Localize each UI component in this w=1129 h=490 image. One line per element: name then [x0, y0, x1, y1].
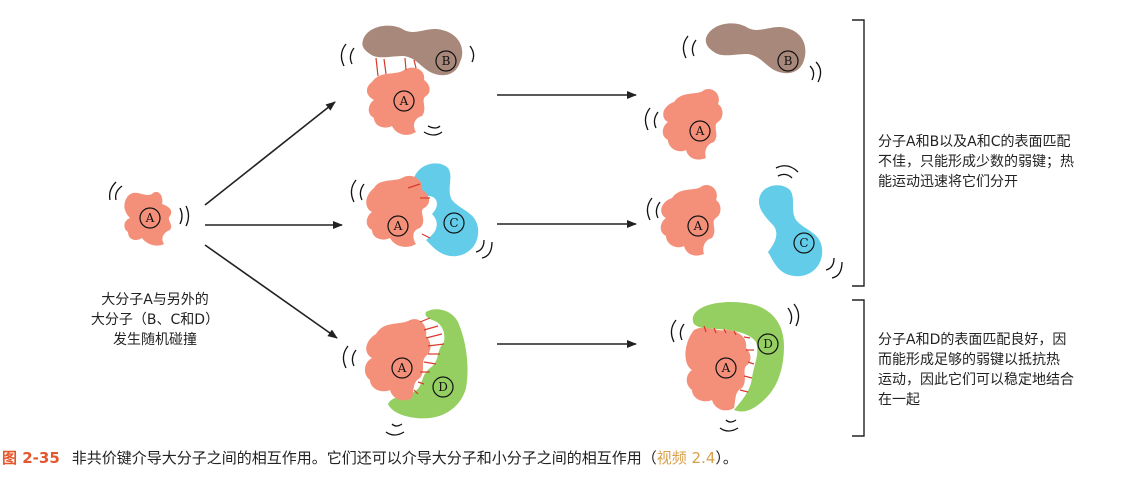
- arrow-to-ab: [204, 101, 336, 206]
- group1-description: 分子A和B以及A和C的表面匹配 不佳，只能形成少数的弱键；热 能运动迅速将它们分…: [878, 132, 1118, 192]
- molecule-a-shape: [685, 327, 751, 411]
- molecule-d-label: D: [438, 380, 448, 394]
- caption-text: 非共价键介导大分子之间的相互作用。它们还可以介导大分子和小分子之间的相互作用（: [71, 449, 657, 467]
- molecule-a-label: A: [145, 211, 155, 225]
- molecule-a-label: A: [693, 219, 703, 233]
- molecule-c-label: C: [449, 216, 458, 230]
- molecule-a-shape: [366, 175, 430, 247]
- molecule-c-shape: [758, 185, 823, 277]
- description-line: 分子A和B以及A和C的表面匹配: [878, 134, 1071, 150]
- bracket-group2: [852, 299, 865, 437]
- collision-ac: C A: [350, 163, 493, 259]
- separated-c: C: [758, 165, 843, 279]
- bracket-group1: [852, 19, 865, 287]
- figure-caption: 图 2-35 非共价键介导大分子之间的相互作用。它们还可以介导大分子和小分子之间的…: [2, 447, 1122, 469]
- start-label-line: 大分子（B、C和D）: [90, 312, 220, 328]
- molecule-b-label: B: [442, 54, 451, 68]
- molecule-a-shape: [660, 184, 721, 256]
- separated-a-middle: A: [646, 184, 721, 256]
- molecule-a-shape: [364, 319, 431, 401]
- group2-description: 分子A和D的表面匹配良好，因 而能形成足够的弱键以抵抗热 运动，因此它们可以稳定…: [878, 330, 1118, 410]
- molecule-d-shape: [388, 309, 468, 419]
- separated-b: B: [682, 23, 822, 83]
- description-line: 而能形成足够的弱键以抵抗热: [878, 352, 1060, 368]
- description-line: 在一起: [878, 392, 920, 408]
- molecule-b-shape: [362, 25, 463, 76]
- molecule-c-label: C: [799, 236, 808, 250]
- description-line: 运动，因此它们可以稳定地结合: [878, 372, 1074, 388]
- molecule-a-label: A: [695, 124, 705, 138]
- caption-closing: ）。: [715, 449, 738, 467]
- start-label-line: 发生随机碰撞: [113, 332, 197, 348]
- molecule-d-shape: [692, 302, 784, 412]
- start-label-line: 大分子A与另外的: [101, 292, 209, 308]
- molecule-a-shape: [366, 67, 430, 135]
- weak-bonds: [375, 57, 417, 77]
- description-line: 分子A和D的表面匹配良好，因: [878, 332, 1067, 348]
- collision-ad: D A: [342, 309, 468, 436]
- molecule-a-start: A: [108, 181, 190, 246]
- figure-number: 图 2-35: [2, 449, 60, 467]
- arrow-to-ad: [204, 244, 338, 339]
- strong-bonds: [413, 317, 445, 395]
- molecule-a-label: A: [721, 361, 731, 375]
- description-line: 不佳，只能形成少数的弱键；热: [878, 154, 1074, 170]
- molecule-d-label: D: [763, 337, 773, 351]
- molecule-a-label: A: [393, 219, 403, 233]
- molecule-a-label: A: [397, 361, 407, 375]
- collision-ab: B A: [340, 25, 475, 136]
- video-link[interactable]: 视频 2.4: [656, 449, 716, 467]
- bound-ad: D A: [670, 302, 800, 432]
- start-label: 大分子A与另外的 大分子（B、C和D） 发生随机碰撞: [60, 290, 250, 350]
- molecule-a-label: A: [399, 94, 409, 108]
- weak-bonds: [407, 183, 431, 239]
- strong-bonds: [703, 325, 755, 393]
- molecule-b-label: B: [784, 54, 793, 68]
- molecule-c-shape: [413, 163, 479, 257]
- separated-a-top: A: [644, 88, 723, 160]
- description-line: 能运动迅速将它们分开: [878, 174, 1018, 190]
- molecule-b-shape: [705, 23, 806, 74]
